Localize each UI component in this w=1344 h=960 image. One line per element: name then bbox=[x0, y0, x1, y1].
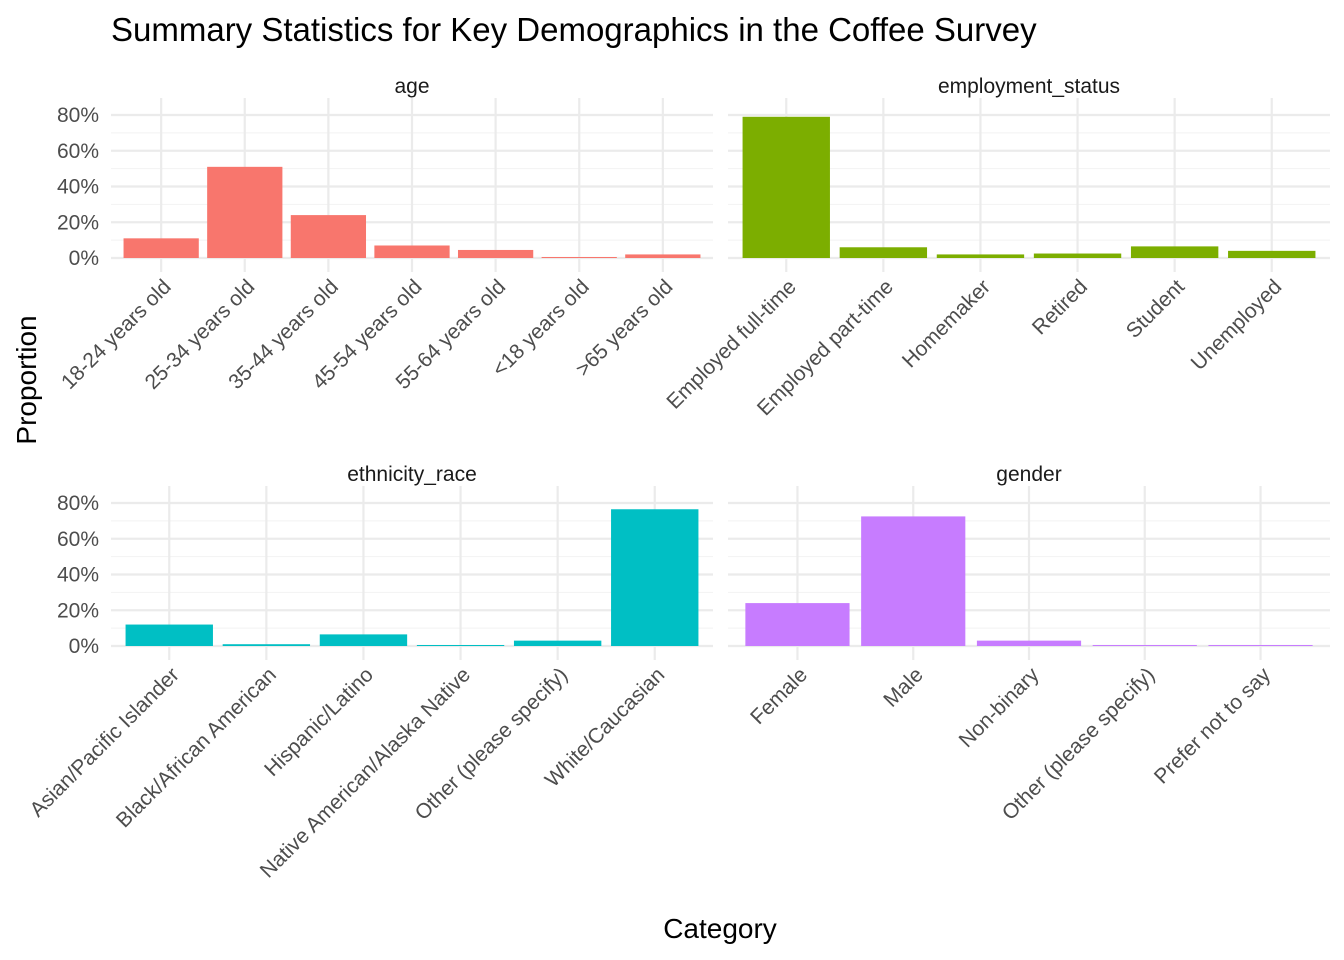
x-tick-label: Female bbox=[746, 663, 812, 729]
x-tick-label: Homemaker bbox=[898, 275, 995, 372]
bar-age-0 bbox=[123, 238, 199, 258]
bar-employment-status-0 bbox=[742, 116, 830, 258]
y-tick-label: 60% bbox=[57, 140, 99, 163]
bar-gender-4 bbox=[1208, 645, 1313, 646]
bar-employment-status-4 bbox=[1130, 246, 1219, 258]
y-tick-label: 0% bbox=[69, 247, 99, 270]
y-tick-label: 80% bbox=[57, 104, 99, 127]
x-tick-label: Male bbox=[879, 663, 927, 711]
chart-title: Summary Statistics for Key Demographics … bbox=[111, 11, 1037, 48]
bar-age-3 bbox=[374, 245, 450, 258]
y-axis-title: Proportion bbox=[11, 315, 42, 444]
x-tick-label: Student bbox=[1122, 275, 1190, 343]
x-tick-label: Retired bbox=[1028, 275, 1092, 339]
x-tick-label: Black/African American bbox=[112, 663, 281, 832]
bar-age-4 bbox=[457, 249, 534, 258]
bar-age-6 bbox=[625, 254, 701, 258]
bar-gender-2 bbox=[976, 640, 1082, 646]
y-tick-label: 60% bbox=[57, 528, 99, 551]
panel-strip-label: employment_status bbox=[938, 75, 1120, 98]
bar-ethnicity-race-0 bbox=[125, 624, 213, 646]
bar-employment-status-2 bbox=[936, 254, 1025, 258]
bar-age-1 bbox=[207, 166, 283, 258]
x-tick-label: Native American/Alaska Native bbox=[256, 663, 475, 882]
bar-ethnicity-race-5 bbox=[611, 509, 699, 646]
bar-ethnicity-race-3 bbox=[416, 645, 505, 646]
y-tick-label: 40% bbox=[57, 564, 99, 587]
panel-strip-label: ethnicity_race bbox=[347, 463, 477, 486]
x-tick-label: Unemployed bbox=[1187, 275, 1287, 375]
y-tick-label: 20% bbox=[57, 211, 99, 234]
panel-strip-label: age bbox=[394, 75, 429, 98]
bar-employment-status-5 bbox=[1228, 250, 1316, 258]
bar-gender-1 bbox=[861, 516, 966, 646]
bar-ethnicity-race-2 bbox=[319, 634, 408, 646]
panel-strip-label: gender bbox=[996, 463, 1061, 486]
bar-ethnicity-race-4 bbox=[513, 640, 602, 646]
x-tick-label: Prefer not to say bbox=[1150, 663, 1276, 789]
y-tick-label: 0% bbox=[69, 635, 99, 658]
x-axis-title: Category bbox=[663, 913, 777, 944]
y-tick-label: 80% bbox=[57, 492, 99, 515]
y-tick-label: 20% bbox=[57, 599, 99, 622]
bar-gender-0 bbox=[745, 603, 850, 646]
panel-ethnicity-race: ethnicity_race0%20%40%60%80%Asian/Pacifi… bbox=[26, 463, 713, 883]
bar-employment-status-1 bbox=[839, 247, 928, 258]
bar-employment-status-3 bbox=[1033, 253, 1122, 258]
bar-age-5 bbox=[541, 257, 617, 258]
bar-gender-3 bbox=[1092, 645, 1197, 646]
x-tick-label: Non-binary bbox=[955, 663, 1044, 752]
bar-age-2 bbox=[290, 215, 367, 258]
bar-ethnicity-race-1 bbox=[222, 644, 311, 646]
y-tick-label: 40% bbox=[57, 176, 99, 199]
